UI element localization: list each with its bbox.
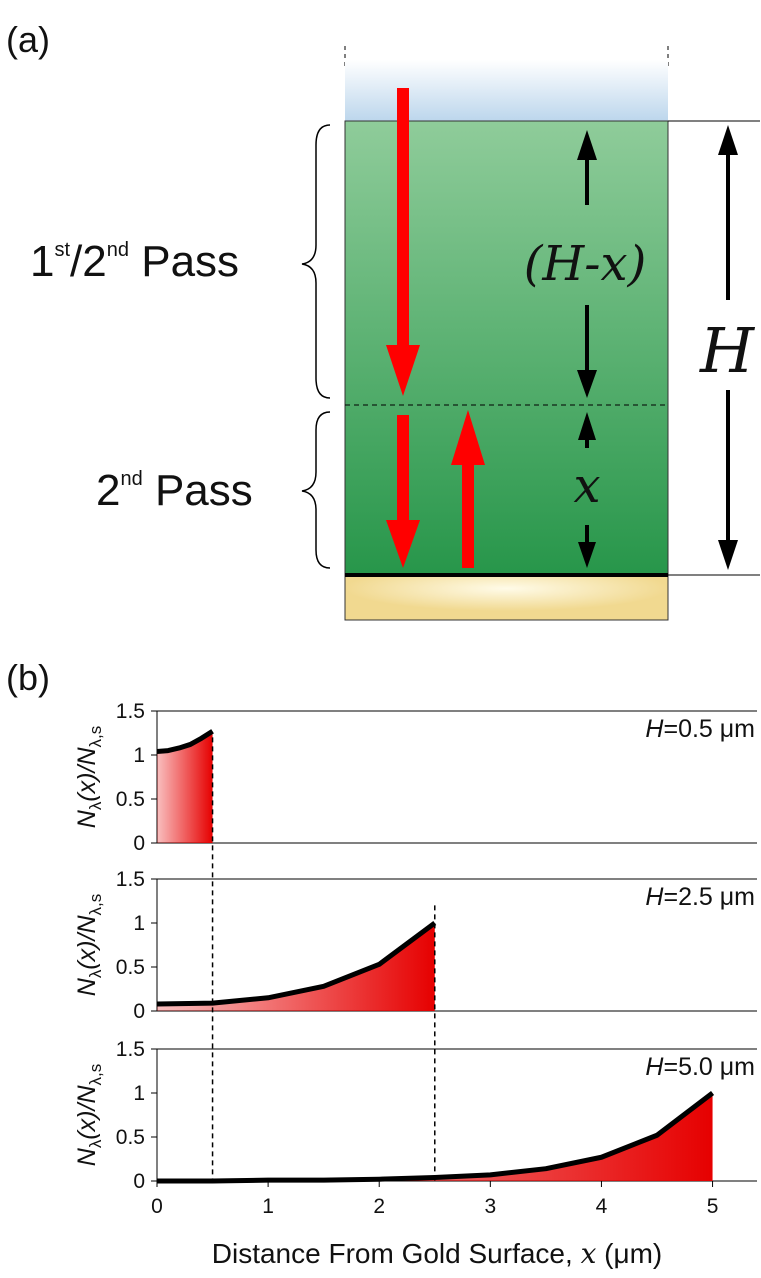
panel-label: (b): [6, 657, 50, 698]
y-tick-label: 0.5: [116, 956, 145, 979]
y-axis-label: Nλ(x)/Nλ,s: [73, 1064, 105, 1166]
annotation: H=5.0 μm: [645, 1053, 755, 1081]
y-tick-label: 0: [133, 832, 145, 855]
y-axis-label: Nλ(x)/Nλ,s: [73, 726, 105, 828]
medium: [345, 60, 668, 121]
span-arrows: [577, 125, 738, 570]
y-axis-label: Nλ(x)/Nλ,s: [73, 894, 105, 996]
annotation: H=0.5 μm: [645, 715, 755, 743]
line: [156, 920, 437, 1007]
chart: 0 0.5 1 1.5 Nλ(x)/Nλ,s H=0.5 μm: [73, 700, 757, 855]
y-tick-label: 1.5: [116, 1038, 145, 1061]
y-tick-label: 0.5: [116, 1126, 145, 1149]
chart: 0 0.5 1 1.5 Nλ(x)/Nλ,s H=5.0 μm 0 1 2 3 4 5 Distance…: [73, 1038, 757, 1270]
x-tick-label: 5: [707, 1195, 719, 1218]
span-label: x: [573, 458, 600, 514]
x-tick-label: 1: [262, 1195, 274, 1218]
chart: 0 0.5 1 1.5 Nλ(x)/Nλ,s H=2.5 μm: [73, 868, 757, 1023]
pass-label: 2nd Pass: [96, 466, 253, 515]
line: [156, 729, 214, 754]
pass-label: 1st/2nd Pass: [30, 237, 239, 286]
x-axis-label: Distance From Gold Surface, x (μm): [212, 1237, 663, 1270]
span-label: (H-x): [524, 236, 647, 292]
y-tick-label: 1.5: [116, 700, 145, 723]
x-tick-label: 0: [151, 1195, 163, 1218]
annotation: H=2.5 μm: [645, 883, 755, 911]
x-tick-label: 2: [373, 1195, 385, 1218]
diagram: 1st/2nd Pass 2nd Pass (H-x) x H: [30, 46, 760, 621]
y-tick-label: 1: [133, 744, 145, 767]
y-tick-label: 0: [133, 1170, 145, 1193]
gold-substrate: [344, 574, 669, 621]
panel-label: (a): [6, 19, 50, 60]
y-tick-label: 0: [133, 1000, 145, 1023]
area: [157, 923, 435, 1011]
y-tick-label: 1.5: [116, 868, 145, 891]
x-tick-label: 3: [484, 1195, 496, 1218]
y-tick-label: 1: [133, 1082, 145, 1105]
y-tick-label: 0.5: [116, 788, 145, 811]
area: [157, 1093, 713, 1181]
area: [157, 731, 213, 843]
span-label: H: [699, 314, 756, 387]
y-tick-label: 1: [133, 912, 145, 935]
beam-arrows: [386, 88, 485, 568]
x-tick-label: 4: [596, 1195, 608, 1218]
